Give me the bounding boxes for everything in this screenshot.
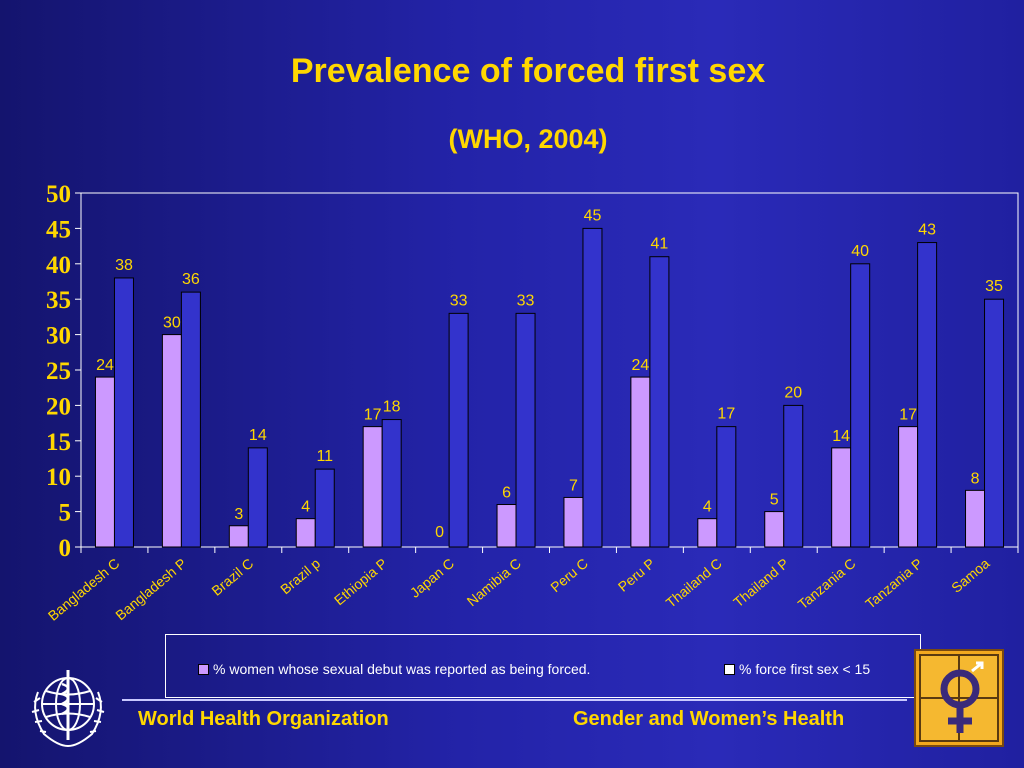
data-label-series-1: 30 (163, 315, 181, 332)
x-category-label: Tanzania C (795, 555, 859, 612)
bar-series-2 (984, 298, 1005, 548)
bar-series-1 (295, 518, 316, 548)
data-label-series-2: 45 (584, 207, 602, 224)
data-label-series-2: 43 (918, 222, 936, 239)
bar-series-2 (649, 256, 670, 548)
data-label-series-1: 17 (364, 407, 382, 424)
bar-series-1 (831, 447, 852, 548)
y-tick-label: 40 (46, 252, 71, 279)
bar-series-2 (381, 419, 402, 548)
plot-frame (80, 192, 1019, 548)
y-tick-label: 45 (46, 216, 71, 243)
data-label-series-1: 24 (631, 357, 649, 374)
data-label-series-1: 5 (770, 492, 779, 509)
data-label-series-1: 17 (899, 407, 917, 424)
bar-series-1 (94, 376, 115, 548)
y-tick-label: 15 (46, 429, 71, 456)
x-category-label: Tanzania P (862, 555, 925, 612)
data-label-series-2: 35 (985, 278, 1003, 295)
bar-series-1 (161, 334, 182, 548)
data-label-series-1: 3 (234, 506, 243, 523)
who-emblem-icon (31, 670, 105, 747)
bar-series-2 (314, 468, 335, 548)
x-category-label: Samoa (948, 555, 992, 596)
x-category-label: Bangladesh P (112, 555, 189, 623)
bar-series-2 (180, 291, 201, 548)
data-label-series-1: 7 (569, 477, 578, 494)
x-category-label: Thailand C (663, 555, 725, 611)
bar-series-1 (697, 518, 718, 548)
footer-divider (122, 699, 907, 701)
legend-label-series-1: % women whose sexual debut was reported … (213, 661, 591, 677)
legend-item-series-1: % women whose sexual debut was reported … (198, 661, 590, 677)
bar-series-2 (716, 426, 737, 548)
bar-series-2 (582, 227, 603, 548)
y-tick-label: 20 (46, 393, 71, 420)
bar-series-2 (783, 404, 804, 548)
bar-series-1 (764, 511, 785, 548)
y-tick-label: 35 (46, 287, 71, 314)
data-label-series-2: 17 (717, 406, 735, 423)
data-label-series-2: 38 (115, 257, 133, 274)
legend-item-series-2: % force first sex < 15 (724, 661, 870, 677)
legend-label-series-2: % force first sex < 15 (739, 661, 871, 677)
x-category-label: Namibia C (464, 555, 524, 609)
bar-series-2 (448, 312, 469, 548)
x-category-label: Thailand P (730, 555, 792, 610)
bar-series-2 (247, 447, 268, 548)
data-label-series-2: 41 (650, 236, 668, 253)
chart-subtitle: (WHO, 2004) (448, 124, 608, 154)
y-tick-label: 30 (46, 323, 71, 350)
bar-series-1 (630, 376, 651, 548)
bar-series-2 (917, 242, 938, 548)
data-label-series-2: 20 (784, 384, 802, 401)
data-label-series-2: 18 (383, 399, 401, 416)
x-category-label: Ethiopia P (331, 555, 390, 608)
bar-series-1 (965, 489, 986, 548)
data-label-series-1: 4 (703, 499, 712, 516)
data-label-series-2: 36 (182, 271, 200, 288)
bar-series-1 (496, 504, 517, 548)
x-category-label: Peru P (615, 555, 658, 595)
data-label-series-2: 33 (517, 292, 535, 309)
x-category-label: Peru C (547, 555, 591, 595)
data-label-series-2: 11 (316, 448, 333, 465)
footer-organization: World Health Organization (138, 708, 389, 730)
bar-series-1 (228, 525, 249, 548)
bar-series-1 (362, 426, 383, 548)
x-category-label: Bangladesh C (45, 555, 123, 624)
y-tick-label: 0 (59, 535, 72, 562)
gender-symbol-graphic (919, 654, 999, 742)
y-tick-label: 50 (46, 181, 71, 208)
data-label-series-1: 8 (971, 470, 980, 487)
data-label-series-1: 0 (435, 524, 444, 541)
data-label-series-1: 24 (96, 357, 114, 374)
x-category-label: Japan C (407, 555, 457, 601)
chart-legend: % women whose sexual debut was reported … (165, 634, 921, 698)
chart-title: Prevalence of forced first sex (290, 52, 766, 90)
y-tick-label: 25 (46, 358, 71, 385)
bar-series-1 (563, 496, 584, 548)
bar-series-1 (898, 426, 919, 548)
data-label-series-2: 14 (249, 427, 267, 444)
x-category-label: Brazil C (208, 555, 256, 599)
legend-swatch-series-2 (724, 663, 735, 675)
data-label-series-1: 6 (502, 485, 511, 502)
gender-symbol-icon (914, 649, 1004, 747)
footer-department: Gender and Women’s Health (573, 708, 845, 730)
y-tick-label: 10 (46, 464, 71, 491)
bar-series-2 (850, 263, 871, 548)
data-label-series-1: 4 (301, 499, 310, 516)
y-tick-label: 5 (59, 500, 72, 527)
bar-series-2 (113, 277, 134, 548)
data-label-series-2: 33 (450, 292, 468, 309)
data-label-series-2: 40 (851, 243, 869, 260)
legend-swatch-series-1 (198, 663, 209, 675)
data-label-series-1: 14 (832, 428, 850, 445)
x-category-label: Brazil p (277, 555, 323, 597)
bar-series-2 (515, 312, 536, 548)
